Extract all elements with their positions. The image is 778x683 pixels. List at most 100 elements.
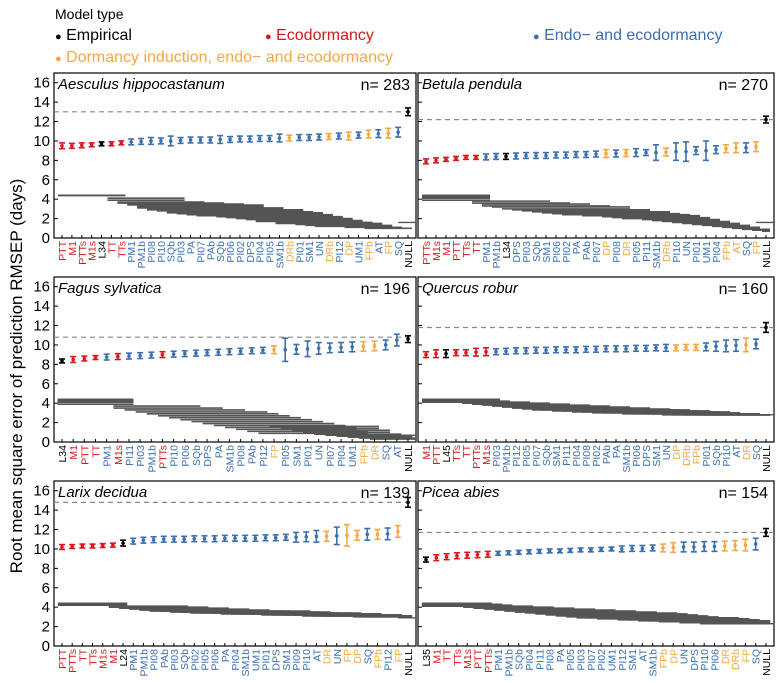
- x-tick-label: NULL: [403, 649, 415, 676]
- x-tick-label: FP: [751, 241, 763, 254]
- data-point: [201, 535, 208, 543]
- data-point: [286, 134, 293, 142]
- x-tick-label: PI08: [146, 241, 158, 263]
- panel-3: M1PTTL45TTsTTPTTsM1sPI03PM1bPI12PI05PI07…: [417, 276, 775, 473]
- data-point: [643, 344, 649, 353]
- y-tick-label: 12: [33, 318, 50, 335]
- y-tick-label: 14: [33, 94, 50, 111]
- y-tick-label: 8: [42, 560, 50, 577]
- data-point: [423, 350, 429, 359]
- panel-title: Betula pendula: [422, 76, 522, 93]
- data-point: [68, 142, 75, 150]
- x-tick-label: PI11: [641, 241, 653, 262]
- data-point: [109, 542, 116, 548]
- x-tick-label: PI03: [176, 241, 188, 263]
- data-point: [743, 337, 749, 353]
- x-tick-label: SM1: [541, 241, 553, 263]
- x-tick-label: PI03: [521, 241, 533, 263]
- data-point: [464, 551, 471, 559]
- x-tick-label: M1: [67, 241, 79, 256]
- data-point: [304, 340, 311, 358]
- data-point: [160, 535, 167, 543]
- data-point: [157, 137, 164, 145]
- y-tick-label: 8: [42, 356, 50, 373]
- data-point: [242, 534, 249, 542]
- x-tick-label: FP: [342, 649, 354, 662]
- panel-title: Fagus sylvatica: [58, 280, 161, 297]
- x-tick-label: TT: [106, 240, 118, 253]
- y-tick-label: 16: [33, 279, 50, 296]
- x-tick-label: PTT: [79, 444, 91, 464]
- data-point: [663, 147, 669, 157]
- data-point: [713, 340, 719, 353]
- data-point: [59, 543, 65, 551]
- data-point: [81, 355, 88, 362]
- y-tick-label: 10: [33, 337, 50, 354]
- x-tick-label: DR: [322, 649, 334, 665]
- panel-title: Larix decidua: [58, 484, 147, 501]
- y-tick-label: 14: [33, 502, 50, 519]
- data-point: [553, 346, 559, 354]
- x-tick-label: PA: [611, 445, 623, 458]
- x-tick-label: SQb: [531, 241, 543, 262]
- data-point: [663, 343, 669, 353]
- x-tick-label: PTTs: [157, 445, 169, 469]
- x-tick-label: PA: [213, 445, 225, 458]
- data-point: [683, 343, 689, 352]
- x-tick-label: PI02: [591, 445, 603, 467]
- data-point: [453, 552, 460, 560]
- x-tick-label: PI04: [571, 445, 583, 467]
- x-tick-label: DPS: [689, 649, 701, 671]
- data-point: [443, 156, 449, 163]
- data-point: [79, 543, 86, 549]
- x-tick-label: M1s: [98, 649, 110, 669]
- x-tick-label: PI02: [596, 649, 608, 671]
- data-point: [256, 134, 263, 143]
- x-tick-label: DPS: [641, 445, 653, 467]
- x-tick-label: M1s: [431, 241, 443, 261]
- x-tick-label: PI03: [169, 649, 181, 671]
- data-point: [211, 535, 218, 543]
- x-tick-label: PM1b: [501, 445, 513, 473]
- x-tick-label: SQb: [191, 445, 203, 466]
- x-tick-label: PTT: [57, 240, 69, 260]
- x-tick-label: L34: [97, 241, 109, 259]
- x-tick-label: SQ: [362, 649, 374, 664]
- data-point: [282, 337, 289, 363]
- x-tick-label: FPb: [691, 445, 703, 464]
- x-tick-label: SQ: [751, 445, 763, 460]
- data-point: [453, 348, 459, 357]
- x-tick-label: DPS: [271, 649, 283, 671]
- data-point: [743, 142, 749, 154]
- x-tick-label: PI01: [261, 649, 273, 671]
- data-point: [215, 348, 222, 356]
- data-point: [433, 348, 439, 359]
- panel-n-label: n= 196: [361, 281, 410, 298]
- x-tick-label: PTTs: [67, 649, 79, 673]
- legend-marker-dormancy-induction: ●: [55, 53, 62, 65]
- data-point: [649, 544, 656, 552]
- x-tick-label: SQb: [541, 445, 553, 466]
- data-point: [276, 133, 283, 143]
- data-point: [703, 140, 709, 162]
- data-point: [653, 344, 659, 352]
- data-point: [405, 496, 411, 509]
- x-tick-label: AT: [392, 444, 404, 457]
- panel-n-label: n= 283: [361, 77, 410, 94]
- data-point: [513, 347, 519, 355]
- x-tick-label: PI07: [591, 241, 603, 263]
- data-point: [349, 341, 356, 353]
- x-tick-label: PI06: [225, 241, 237, 263]
- x-tick-label: DR: [621, 241, 633, 257]
- data-point: [354, 529, 361, 542]
- x-tick-label: PAb: [159, 649, 171, 668]
- x-tick-label: UN: [314, 445, 326, 460]
- x-tick-label: SM1b: [240, 649, 252, 677]
- x-tick-label: PM1b: [146, 445, 158, 473]
- y-tick-label: 6: [42, 376, 50, 393]
- data-point: [266, 134, 273, 143]
- data-point: [393, 333, 400, 347]
- panel-frame: [417, 480, 775, 647]
- x-tick-label: FPb: [658, 649, 670, 668]
- panel-n-label: n= 160: [719, 281, 768, 298]
